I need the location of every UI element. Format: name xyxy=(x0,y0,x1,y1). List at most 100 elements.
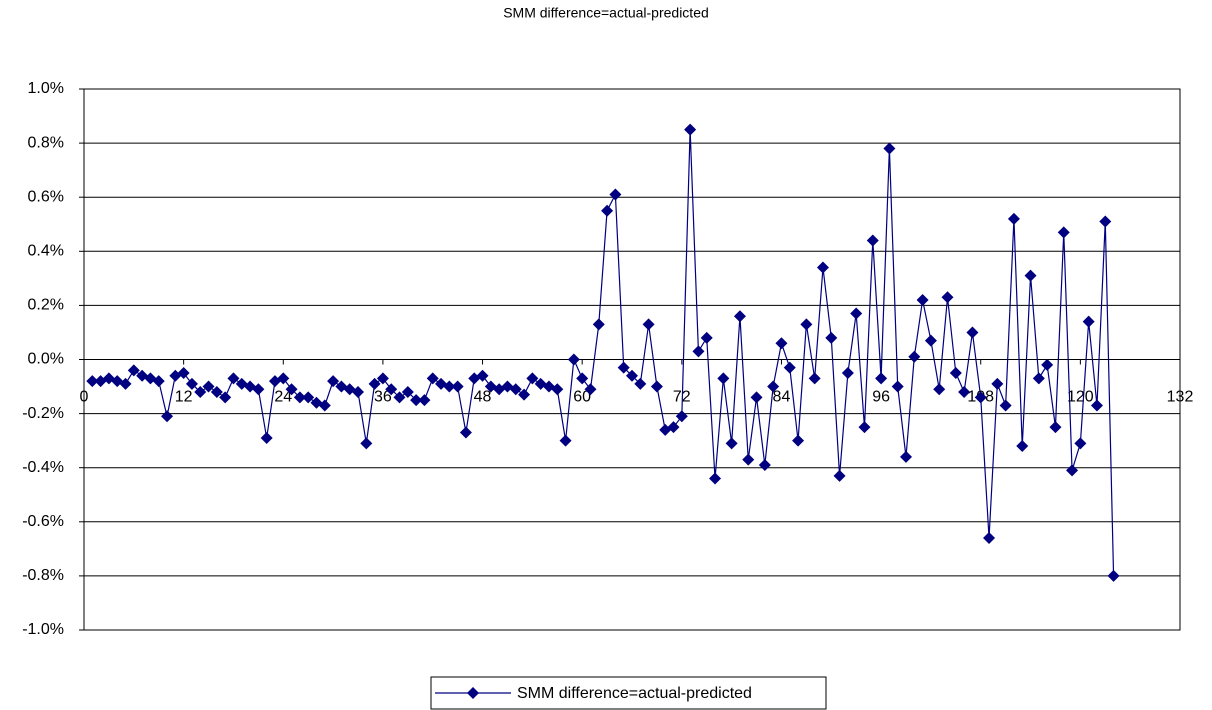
data-point xyxy=(1066,464,1079,477)
x-tick-label: 0 xyxy=(80,389,89,406)
data-point xyxy=(983,532,996,545)
data-point xyxy=(551,383,564,396)
y-tick-label: 0.2% xyxy=(28,297,64,314)
data-point xyxy=(866,234,879,247)
data-point xyxy=(401,385,414,398)
data-point xyxy=(717,372,730,385)
data-point xyxy=(1082,315,1095,328)
data-point xyxy=(966,326,979,339)
data-point xyxy=(202,380,215,393)
data-point xyxy=(526,372,539,385)
data-point xyxy=(783,361,796,374)
data-point xyxy=(518,388,531,401)
data-point xyxy=(916,293,929,306)
data-point xyxy=(86,375,99,388)
data-point xyxy=(352,385,364,398)
data-point xyxy=(210,385,223,398)
data-point xyxy=(1107,569,1120,582)
legend-marker xyxy=(467,687,479,699)
data-point xyxy=(376,372,389,385)
data-point xyxy=(318,399,331,412)
data-point xyxy=(692,345,705,358)
data-point xyxy=(958,385,971,398)
data-point xyxy=(1074,437,1087,450)
data-point xyxy=(626,369,638,382)
data-point xyxy=(883,142,896,155)
data-point xyxy=(302,391,315,404)
data-point xyxy=(293,391,306,404)
data-point xyxy=(1049,421,1062,434)
data-point xyxy=(119,377,132,390)
data-point xyxy=(675,410,688,423)
data-point xyxy=(567,353,580,366)
data-point xyxy=(185,377,198,390)
data-point xyxy=(775,337,788,350)
y-tick-label: 0.0% xyxy=(28,351,64,368)
data-point xyxy=(800,318,813,331)
chart-title: SMM difference=actual-predicted xyxy=(503,5,709,21)
data-point xyxy=(1032,372,1045,385)
data-point xyxy=(941,291,954,304)
data-point xyxy=(360,437,373,450)
data-point xyxy=(991,377,1004,390)
data-point xyxy=(891,380,904,393)
data-point xyxy=(227,372,240,385)
x-tick-label: 120 xyxy=(1067,389,1094,406)
data-point xyxy=(816,261,829,274)
data-point xyxy=(792,434,805,447)
data-point xyxy=(825,331,838,344)
data-point xyxy=(285,383,298,396)
data-point xyxy=(841,367,854,380)
data-point xyxy=(999,399,1012,412)
data-point xyxy=(924,334,937,347)
data-point xyxy=(858,421,871,434)
y-tick-label: 0.6% xyxy=(28,188,64,205)
data-point xyxy=(949,367,962,380)
data-point xyxy=(634,377,647,390)
data-point xyxy=(700,331,713,344)
data-point xyxy=(1057,226,1070,239)
data-point xyxy=(194,385,207,398)
data-point xyxy=(277,372,290,385)
data-point xyxy=(1041,358,1054,371)
x-tick-label: 96 xyxy=(872,389,890,406)
y-tick-label: 0.4% xyxy=(28,243,64,260)
data-point xyxy=(1024,269,1037,282)
data-point xyxy=(609,188,622,201)
data-point xyxy=(850,307,863,320)
data-point xyxy=(742,453,755,466)
data-point xyxy=(368,377,381,390)
data-point xyxy=(725,437,738,450)
data-point xyxy=(1090,399,1103,412)
y-tick-label: -0.4% xyxy=(22,459,64,476)
data-point xyxy=(758,458,771,471)
y-tick-label: -0.2% xyxy=(22,405,64,422)
data-point xyxy=(908,350,921,363)
data-point xyxy=(833,469,846,482)
data-point xyxy=(1099,215,1112,228)
data-point xyxy=(733,310,746,323)
data-point xyxy=(709,472,722,485)
data-point xyxy=(808,372,821,385)
data-point xyxy=(152,375,165,388)
data-point xyxy=(576,372,589,385)
data-point xyxy=(443,380,456,393)
data-point xyxy=(426,372,439,385)
data-point xyxy=(161,410,174,423)
y-tick-label: 0.8% xyxy=(28,134,64,151)
data-point xyxy=(750,391,763,404)
data-point xyxy=(327,375,340,388)
data-point xyxy=(260,431,273,444)
data-point xyxy=(459,426,472,439)
data-point xyxy=(1007,212,1020,225)
data-point xyxy=(933,383,946,396)
data-point xyxy=(219,391,232,404)
data-point xyxy=(476,369,489,382)
data-point xyxy=(667,421,680,434)
y-tick-label: -0.6% xyxy=(22,513,64,530)
data-point xyxy=(509,383,522,396)
data-point xyxy=(642,318,655,331)
data-point xyxy=(617,361,630,374)
data-point xyxy=(684,123,697,136)
